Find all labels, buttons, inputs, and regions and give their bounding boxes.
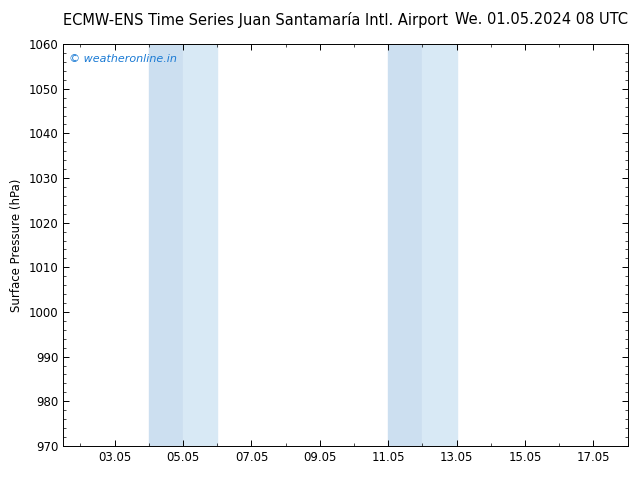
Bar [149, 44, 183, 446]
Bar [183, 44, 217, 446]
Y-axis label: Surface Pressure (hPa): Surface Pressure (hPa) [10, 178, 23, 312]
Bar [422, 44, 456, 446]
Text: © weatheronline.in: © weatheronline.in [69, 54, 177, 64]
Bar [388, 44, 422, 446]
Text: ECMW-ENS Time Series Juan Santamaría Intl. Airport: ECMW-ENS Time Series Juan Santamaría Int… [63, 12, 448, 28]
Text: We. 01.05.2024 08 UTC: We. 01.05.2024 08 UTC [455, 12, 628, 27]
